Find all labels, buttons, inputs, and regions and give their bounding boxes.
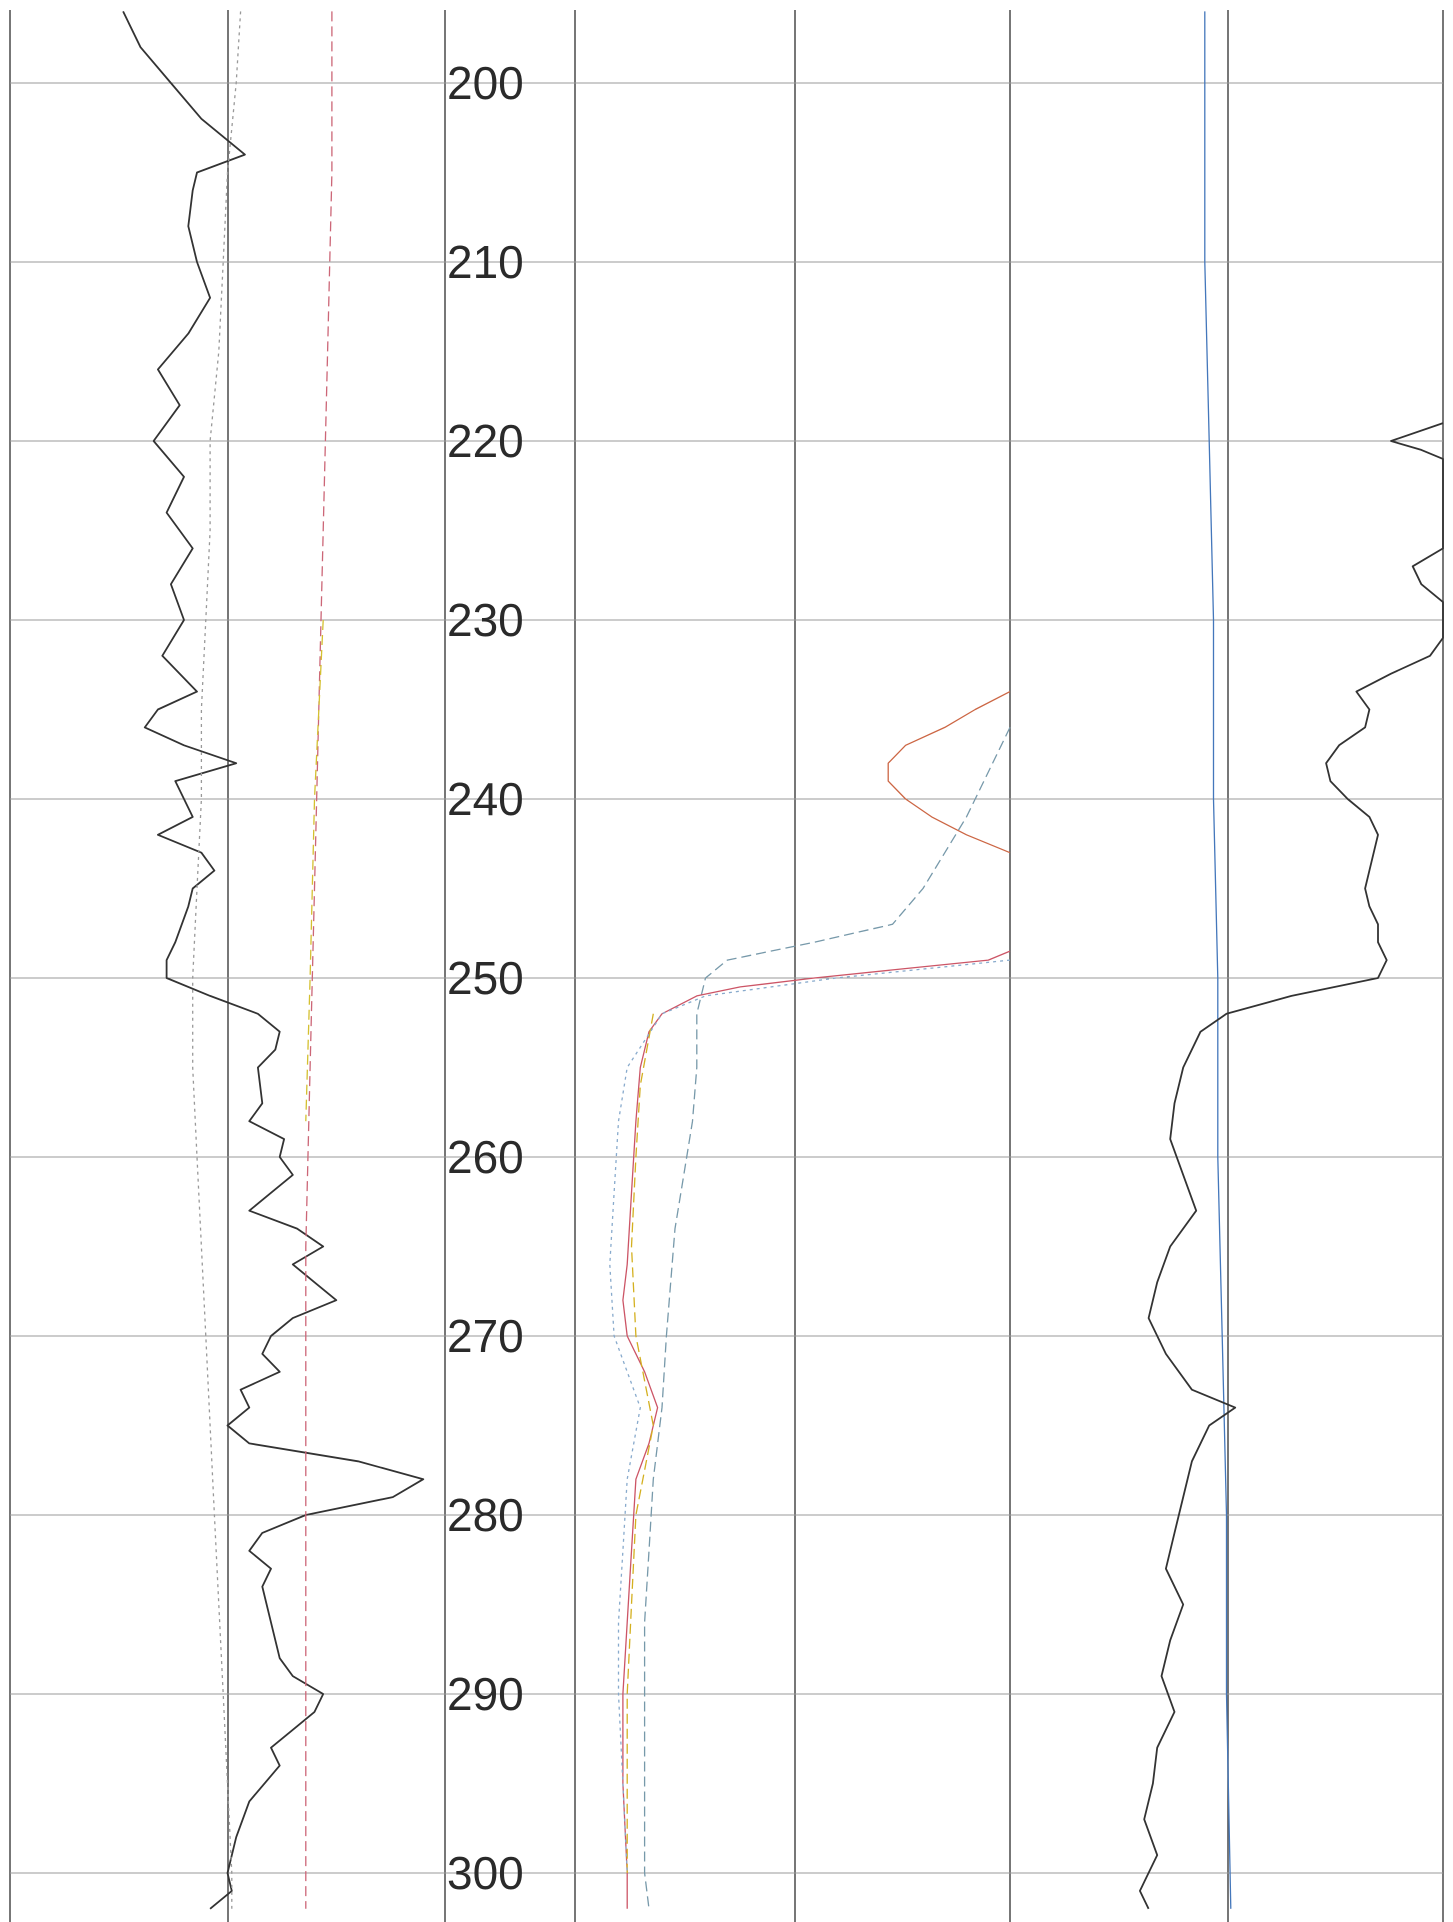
grid-lines [10,10,1443,1922]
log-curve-2-3 [623,951,1010,1909]
log-curve-1-1 [123,11,423,1908]
track-1 [123,11,423,1908]
log-curve-2-1 [888,692,1010,853]
depth-tick-label: 280 [447,1489,524,1541]
depth-tick-label: 290 [447,1668,524,1720]
log-curve-3-1 [1205,11,1231,1908]
depth-tick-label: 250 [447,952,524,1004]
track-3 [1140,11,1443,1908]
depth-tick-label: 240 [447,773,524,825]
log-curve-1-3 [306,11,332,1908]
log-curve-2-5 [610,960,1010,1873]
depth-tick-label: 200 [447,57,524,109]
log-curve-2-2 [645,727,1010,1908]
depth-labels: 200 210 220 230 240 250 260 270 280 290 300 [447,57,524,1899]
depth-tick-label: 210 [447,236,524,288]
depth-tick-label: 260 [447,1131,524,1183]
track-2 [610,692,1010,1909]
depth-tick-label: 300 [447,1847,524,1899]
depth-tick-label: 220 [447,415,524,467]
depth-tick-label: 270 [447,1310,524,1362]
log-curve-3-2 [1140,423,1443,1909]
log-curve-1-2 [193,11,241,1908]
depth-tick-label: 230 [447,594,524,646]
